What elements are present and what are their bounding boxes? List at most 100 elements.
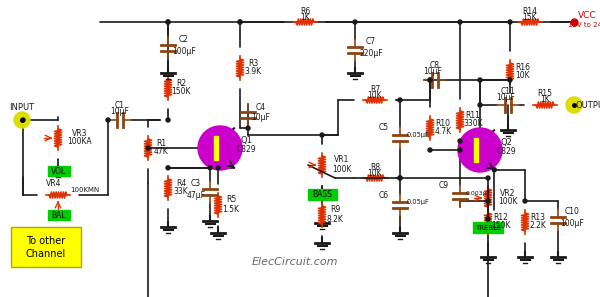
Circle shape <box>166 20 170 24</box>
Text: 100KA: 100KA <box>68 138 92 146</box>
Text: R1: R1 <box>156 138 166 148</box>
Text: 220μF: 220μF <box>359 48 383 58</box>
Circle shape <box>428 78 432 82</box>
Circle shape <box>508 20 512 24</box>
Circle shape <box>146 146 150 150</box>
Text: 10K: 10K <box>368 168 382 178</box>
Circle shape <box>166 118 170 122</box>
FancyBboxPatch shape <box>11 227 81 267</box>
Circle shape <box>458 148 462 152</box>
Circle shape <box>398 176 402 180</box>
Text: BAL: BAL <box>52 211 67 219</box>
Text: R16: R16 <box>515 62 530 72</box>
Text: C10: C10 <box>565 208 580 217</box>
Text: 10μF: 10μF <box>251 113 271 122</box>
Text: VOL: VOL <box>52 167 67 176</box>
Circle shape <box>398 176 402 180</box>
Text: R12: R12 <box>494 212 508 222</box>
Text: 330K: 330K <box>463 119 483 129</box>
Circle shape <box>428 78 432 82</box>
Text: R15: R15 <box>538 89 553 99</box>
FancyBboxPatch shape <box>308 189 337 200</box>
Text: 100KMN: 100KMN <box>70 187 100 193</box>
Text: TREBLE: TREBLE <box>475 225 501 230</box>
Text: C3: C3 <box>191 179 201 189</box>
Text: 1.5K: 1.5K <box>223 205 239 214</box>
Text: Q2: Q2 <box>500 138 512 146</box>
Bar <box>214 136 218 160</box>
Circle shape <box>486 176 490 180</box>
Circle shape <box>478 78 482 82</box>
Circle shape <box>166 20 170 24</box>
Text: R11: R11 <box>466 110 481 119</box>
Text: C11: C11 <box>500 86 515 96</box>
Bar <box>474 138 478 162</box>
Circle shape <box>238 20 242 24</box>
Text: 100K: 100K <box>498 198 518 206</box>
Circle shape <box>216 166 220 170</box>
FancyBboxPatch shape <box>48 166 70 176</box>
Circle shape <box>106 118 110 122</box>
Text: C8: C8 <box>430 61 440 70</box>
Text: 100μF: 100μF <box>172 47 196 56</box>
Circle shape <box>198 126 242 170</box>
Text: R6: R6 <box>300 7 310 15</box>
Text: C829: C829 <box>496 148 516 157</box>
Text: R7: R7 <box>370 85 380 94</box>
Text: 8.2K: 8.2K <box>326 214 343 224</box>
Text: 10K: 10K <box>515 72 530 80</box>
Text: R4: R4 <box>176 178 186 187</box>
Text: R5: R5 <box>226 195 236 205</box>
Circle shape <box>320 133 324 137</box>
Text: 4.7K: 4.7K <box>434 127 452 137</box>
Circle shape <box>486 199 490 203</box>
Text: R8: R8 <box>370 162 380 171</box>
Circle shape <box>458 128 502 172</box>
Text: R10: R10 <box>436 119 451 127</box>
FancyBboxPatch shape <box>473 222 503 233</box>
Text: VR4: VR4 <box>46 178 62 187</box>
Text: C4: C4 <box>256 102 266 111</box>
Circle shape <box>458 139 462 143</box>
Text: R3: R3 <box>248 59 258 67</box>
Circle shape <box>353 20 357 24</box>
Text: 1K: 1K <box>540 96 550 105</box>
Text: C7: C7 <box>366 37 376 47</box>
Text: BASS: BASS <box>313 190 332 199</box>
Text: C6: C6 <box>379 190 389 200</box>
Circle shape <box>14 112 30 128</box>
Text: 0.05μF: 0.05μF <box>407 199 430 205</box>
Text: R14: R14 <box>523 7 538 15</box>
Text: VR3: VR3 <box>72 129 88 138</box>
Circle shape <box>428 148 432 152</box>
Text: INPUT: INPUT <box>10 102 35 111</box>
Text: Channel: Channel <box>26 249 66 259</box>
Text: 47K: 47K <box>154 148 169 157</box>
Circle shape <box>246 126 250 130</box>
Text: To other: To other <box>26 236 65 246</box>
Text: 0.05μF: 0.05μF <box>407 132 430 138</box>
Text: 33K: 33K <box>173 187 188 197</box>
Circle shape <box>238 20 242 24</box>
Text: OUTPUT: OUTPUT <box>575 100 600 110</box>
Circle shape <box>478 103 482 107</box>
Text: 15K: 15K <box>523 12 538 21</box>
Text: 100K: 100K <box>332 165 352 173</box>
Text: VR1: VR1 <box>334 156 350 165</box>
Circle shape <box>208 166 212 170</box>
Text: C9: C9 <box>439 181 449 190</box>
Circle shape <box>398 98 402 102</box>
Text: ElecCircuit.com: ElecCircuit.com <box>252 257 338 267</box>
Text: 10K: 10K <box>368 91 382 99</box>
Text: 47μF: 47μF <box>187 190 205 200</box>
Circle shape <box>493 168 496 172</box>
Text: 10μF: 10μF <box>110 108 130 116</box>
Text: 150K: 150K <box>171 88 191 97</box>
Text: R2: R2 <box>176 78 186 88</box>
Circle shape <box>523 199 527 203</box>
Text: 100μF: 100μF <box>560 219 584 228</box>
Text: 150K: 150K <box>491 222 511 230</box>
Text: C1: C1 <box>115 102 125 110</box>
Text: VCC: VCC <box>578 10 596 20</box>
Text: 10μF: 10μF <box>424 67 442 77</box>
